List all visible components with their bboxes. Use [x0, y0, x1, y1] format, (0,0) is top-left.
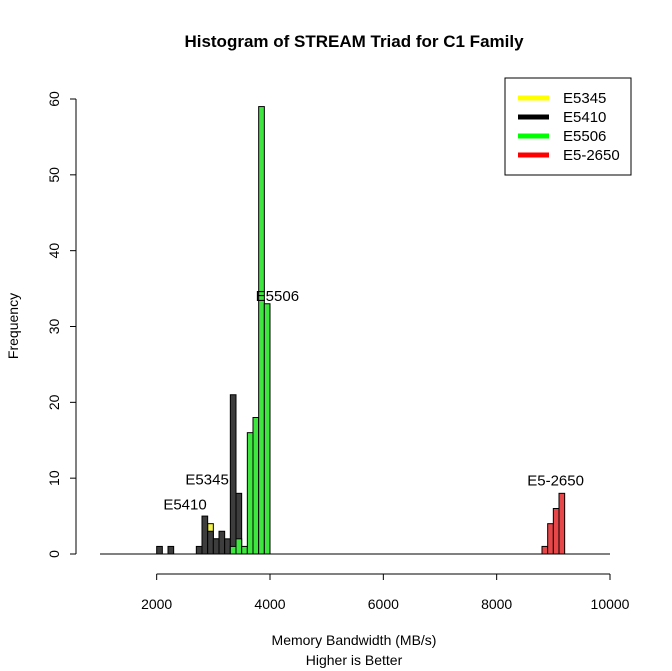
chart-title: Histogram of STREAM Triad for C1 Family: [184, 32, 524, 51]
legend-entry-label: E5345: [563, 90, 606, 107]
y-tick-label: 20: [46, 394, 62, 410]
histogram-bar: [241, 545, 248, 555]
histogram-bar: [246, 432, 254, 555]
histogram-bar: [252, 417, 260, 555]
x-tick-label: 10000: [591, 596, 630, 612]
x-axis: 2000 4000 6000 8000 10000: [141, 573, 630, 612]
annotation-e5-2650: E5-2650: [527, 472, 584, 489]
annotation-e5410: E5410: [163, 497, 206, 514]
histogram-bar: [224, 538, 231, 555]
histogram-bar: [212, 538, 220, 555]
y-axis: 0 10 20 30 40 50 60: [46, 91, 77, 558]
histogram-bar: [195, 545, 203, 555]
annotation-e5506: E5506: [256, 288, 299, 305]
annotation-e5345: E5345: [185, 472, 228, 489]
y-tick-label: 10: [46, 470, 62, 486]
y-tick-label: 50: [46, 167, 62, 183]
x-axis-sublabel: Higher is Better: [306, 652, 403, 668]
y-tick-label: 40: [46, 243, 62, 259]
legend: E5345 E5410 E5506 E5-2650: [504, 77, 632, 176]
histogram-bar: [156, 545, 163, 555]
legend-entry-label: E5506: [563, 128, 606, 145]
histogram-bar: [167, 545, 175, 555]
histogram-bar: [235, 538, 243, 555]
histogram-bar: [229, 394, 237, 555]
histogram-bar: [258, 106, 265, 555]
x-tick-label: 4000: [254, 596, 285, 612]
series-e5506-bars: [229, 106, 271, 555]
histogram-bar: [558, 492, 566, 555]
histogram-bar: [263, 303, 271, 555]
y-axis-label: Frequency: [5, 293, 21, 359]
x-tick-label: 2000: [141, 596, 172, 612]
x-tick-label: 6000: [368, 596, 399, 612]
legend-entry-label: E5-2650: [563, 147, 620, 164]
bar-annotations: E5506 E5345 E5410 E5-2650: [163, 288, 584, 514]
x-axis-label: Memory Bandwidth (MB/s): [272, 632, 437, 648]
legend-box: [504, 77, 632, 176]
histogram-bar: [207, 530, 214, 555]
histogram-bar: [229, 545, 237, 555]
histogram-bar: [541, 545, 549, 555]
histogram-bar: [552, 508, 560, 555]
legend-entry-label: E5410: [563, 109, 606, 126]
histogram-bar: [218, 530, 226, 555]
y-tick-label: 0: [46, 550, 62, 558]
y-tick-label: 30: [46, 319, 62, 335]
histogram-bar: [201, 515, 209, 555]
y-tick-label: 60: [46, 91, 62, 107]
x-tick-label: 8000: [481, 596, 512, 612]
histogram-bar: [547, 523, 554, 555]
